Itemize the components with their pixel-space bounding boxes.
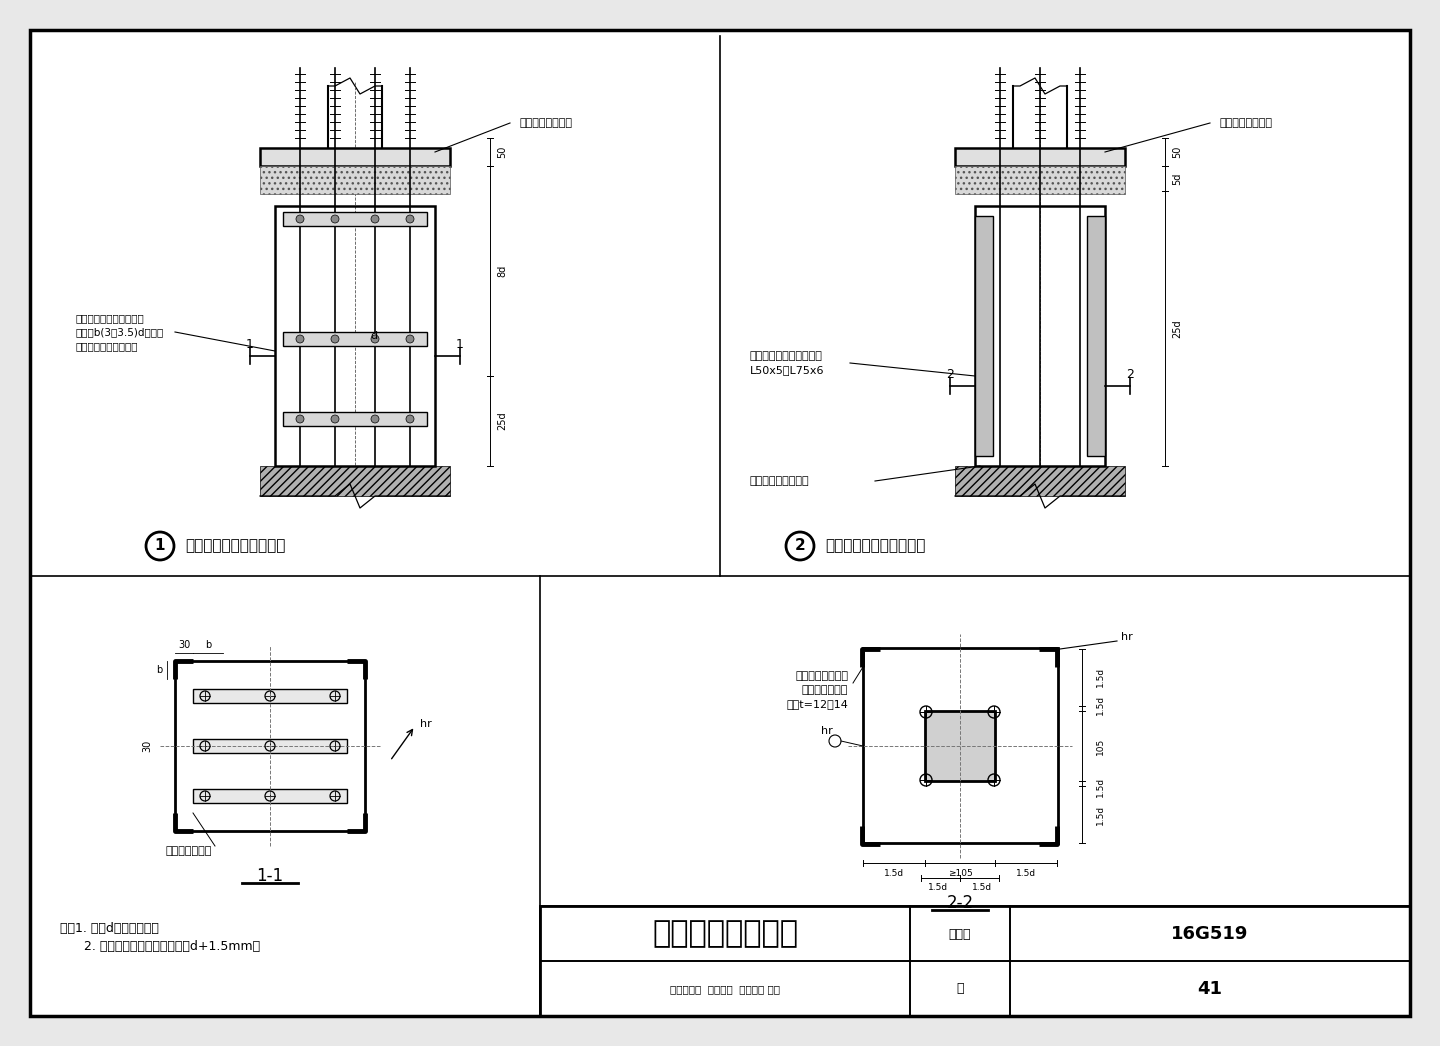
Text: 柱脚锚栓固定支架（一）: 柱脚锚栓固定支架（一） xyxy=(184,539,285,553)
Text: 2. 在角钢或横隔板上的孔径取d+1.5mm。: 2. 在角钢或横隔板上的孔径取d+1.5mm。 xyxy=(60,939,261,953)
Bar xyxy=(275,206,435,467)
Text: 无收缩二次灌浆层: 无收缩二次灌浆层 xyxy=(1220,118,1273,128)
Text: 锚栓固定架横隔板: 锚栓固定架横隔板 xyxy=(795,670,848,681)
Circle shape xyxy=(406,415,415,423)
Text: hr: hr xyxy=(821,726,832,736)
Bar xyxy=(284,412,428,426)
Text: 2: 2 xyxy=(946,367,953,381)
Text: 2-2: 2-2 xyxy=(946,894,973,912)
Bar xyxy=(540,906,1410,1016)
Text: （兼作锚固板）: （兼作锚固板） xyxy=(802,685,848,695)
Text: 1.5d: 1.5d xyxy=(1017,868,1035,878)
Text: 页: 页 xyxy=(956,982,963,996)
Text: 锚栓固定架角钢，通常角: 锚栓固定架角钢，通常角 xyxy=(75,313,144,323)
Circle shape xyxy=(297,335,304,343)
Text: 16G519: 16G519 xyxy=(1171,925,1248,943)
Text: 钢肢宽b(3～3.5)d，肢厚: 钢肢宽b(3～3.5)d，肢厚 xyxy=(75,327,163,337)
Bar xyxy=(975,217,994,456)
Text: 105: 105 xyxy=(1096,737,1104,754)
Text: 8d: 8d xyxy=(497,265,507,277)
Text: b: b xyxy=(156,665,163,675)
Text: 1: 1 xyxy=(456,338,464,350)
Text: 2: 2 xyxy=(795,539,805,553)
Text: 锚栓固定架角钢，通常用: 锚栓固定架角钢，通常用 xyxy=(750,351,822,361)
Bar xyxy=(975,206,1104,467)
Bar xyxy=(863,649,1058,843)
Circle shape xyxy=(406,335,415,343)
Text: 1.5d: 1.5d xyxy=(1096,667,1104,687)
Text: ≥105: ≥105 xyxy=(948,868,972,878)
Text: 锚栓固定架角钢: 锚栓固定架角钢 xyxy=(166,846,212,856)
Bar xyxy=(1009,906,1410,961)
Text: 审核郁银泉  校对王喆  设计刘岩 刘茏: 审核郁银泉 校对王喆 设计刘岩 刘茏 xyxy=(670,984,780,994)
Text: 1.5d: 1.5d xyxy=(927,884,948,892)
Text: 30: 30 xyxy=(143,740,153,752)
Text: 1.5d: 1.5d xyxy=(972,884,992,892)
Text: 5d: 5d xyxy=(1172,173,1182,185)
Bar xyxy=(176,661,364,831)
Text: 1.5d: 1.5d xyxy=(1096,777,1104,797)
Text: 无收缩二次灌浆层: 无收缩二次灌浆层 xyxy=(520,118,573,128)
Text: 锚栓固定架设置标高: 锚栓固定架设置标高 xyxy=(750,476,809,486)
Circle shape xyxy=(297,215,304,223)
Text: 1: 1 xyxy=(246,338,253,350)
Text: 41: 41 xyxy=(1198,980,1223,998)
Bar xyxy=(924,711,995,781)
Circle shape xyxy=(406,215,415,223)
Bar xyxy=(955,467,1125,496)
Bar xyxy=(540,906,910,961)
Bar xyxy=(284,332,428,346)
Circle shape xyxy=(331,335,338,343)
Text: 1-1: 1-1 xyxy=(256,867,284,885)
Text: 25d: 25d xyxy=(1172,319,1182,338)
Text: 50: 50 xyxy=(497,145,507,158)
Text: 柱脚锚栓固定支架（二）: 柱脚锚栓固定支架（二） xyxy=(825,539,926,553)
Text: b: b xyxy=(204,640,212,650)
Bar xyxy=(193,740,347,753)
Text: 1.5d: 1.5d xyxy=(1096,695,1104,715)
Bar xyxy=(193,789,347,803)
Circle shape xyxy=(331,415,338,423)
Bar xyxy=(910,906,1009,961)
Circle shape xyxy=(297,415,304,423)
Bar xyxy=(910,961,1009,1016)
Bar xyxy=(955,166,1125,194)
Circle shape xyxy=(372,335,379,343)
Bar xyxy=(261,147,449,166)
Text: 1: 1 xyxy=(154,539,166,553)
Text: 25d: 25d xyxy=(497,412,507,430)
Text: 图集号: 图集号 xyxy=(949,928,971,940)
Bar xyxy=(1087,217,1104,456)
Bar xyxy=(955,147,1125,166)
Bar xyxy=(540,961,910,1016)
Text: 注：1. 图中d为锚栓直径。: 注：1. 图中d为锚栓直径。 xyxy=(60,922,158,934)
Circle shape xyxy=(372,415,379,423)
Circle shape xyxy=(372,215,379,223)
Text: d: d xyxy=(370,331,377,341)
Bar xyxy=(261,467,449,496)
Text: 50: 50 xyxy=(1172,145,1182,158)
Text: L50x5～L75x6: L50x5～L75x6 xyxy=(750,365,825,376)
Text: 1.5d: 1.5d xyxy=(1096,805,1104,825)
Text: hr: hr xyxy=(1122,632,1133,642)
Text: 柱脚锚栓固定支架: 柱脚锚栓固定支架 xyxy=(652,919,798,949)
Text: 30: 30 xyxy=(179,640,190,650)
Bar xyxy=(193,689,347,703)
Bar xyxy=(1009,961,1410,1016)
Circle shape xyxy=(331,215,338,223)
Text: 板厚t=12～14: 板厚t=12～14 xyxy=(786,699,848,709)
Text: hr: hr xyxy=(420,719,432,729)
Bar xyxy=(261,166,449,194)
Bar xyxy=(284,212,428,226)
Text: 取相应型号中之最厚者: 取相应型号中之最厚者 xyxy=(75,341,137,351)
Text: 2: 2 xyxy=(1126,367,1133,381)
Text: 1.5d: 1.5d xyxy=(884,868,904,878)
